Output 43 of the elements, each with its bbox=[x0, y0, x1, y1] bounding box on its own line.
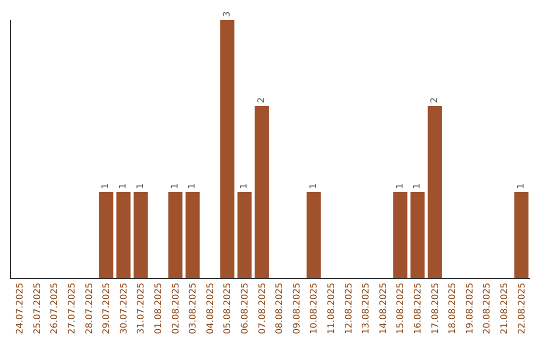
data-label: 2 bbox=[256, 97, 267, 103]
data-label: 2 bbox=[430, 97, 440, 103]
x-tick-label: 21.08.2025 bbox=[500, 282, 510, 334]
x-tick-label: 30.07.2025 bbox=[119, 282, 130, 334]
x-tick-label: 24.07.2025 bbox=[16, 282, 26, 334]
x-tick-label: 03.08.2025 bbox=[188, 282, 199, 334]
data-label: 3 bbox=[222, 11, 232, 17]
x-tick-label: 22.08.2025 bbox=[517, 282, 528, 334]
x-tick-label: 26.07.2025 bbox=[50, 282, 60, 334]
x-tick-label: 07.08.2025 bbox=[258, 282, 268, 334]
x-tick-label: 16.08.2025 bbox=[413, 282, 424, 334]
x-tick-label: 18.08.2025 bbox=[448, 282, 458, 334]
data-label: 1 bbox=[516, 183, 526, 189]
data-label: 1 bbox=[188, 183, 198, 189]
x-tick-label: 15.08.2025 bbox=[396, 282, 406, 334]
x-tick-label: 04.08.2025 bbox=[206, 282, 216, 334]
data-label: 1 bbox=[240, 183, 250, 189]
x-tick-label: 19.08.2025 bbox=[465, 282, 476, 334]
x-tick-label: 01.08.2025 bbox=[154, 282, 164, 334]
x-tick-label: 12.08.2025 bbox=[344, 282, 354, 334]
data-label: 1 bbox=[395, 183, 406, 189]
x-tick-label: 14.08.2025 bbox=[378, 282, 389, 334]
x-tick-label: 02.08.2025 bbox=[171, 282, 182, 334]
data-label: 1 bbox=[101, 183, 112, 189]
data-label: 1 bbox=[170, 183, 180, 189]
x-tick-label: 20.08.2025 bbox=[482, 282, 493, 334]
x-tick-label: 27.07.2025 bbox=[67, 282, 78, 334]
x-tick-label: 13.08.2025 bbox=[362, 282, 372, 334]
x-tick-label: 17.08.2025 bbox=[430, 282, 441, 334]
x-tick-label: 11.08.2025 bbox=[326, 282, 337, 334]
x-tick-label: 06.08.2025 bbox=[240, 282, 250, 334]
x-tick-label: 28.07.2025 bbox=[84, 282, 95, 334]
x-tick-label: 25.07.2025 bbox=[32, 282, 43, 334]
data-label: 1 bbox=[136, 183, 146, 189]
x-tick-label: 10.08.2025 bbox=[310, 282, 320, 334]
x-tick-label: 05.08.2025 bbox=[223, 282, 234, 334]
x-tick-label: 29.07.2025 bbox=[102, 282, 112, 334]
data-label: 1 bbox=[412, 183, 423, 189]
x-tick-label: 09.08.2025 bbox=[292, 282, 302, 334]
data-label: 1 bbox=[308, 183, 319, 189]
x-tick-label: 31.07.2025 bbox=[136, 282, 147, 334]
data-label: 1 bbox=[118, 183, 128, 189]
x-tick-label: 08.08.2025 bbox=[275, 282, 286, 334]
